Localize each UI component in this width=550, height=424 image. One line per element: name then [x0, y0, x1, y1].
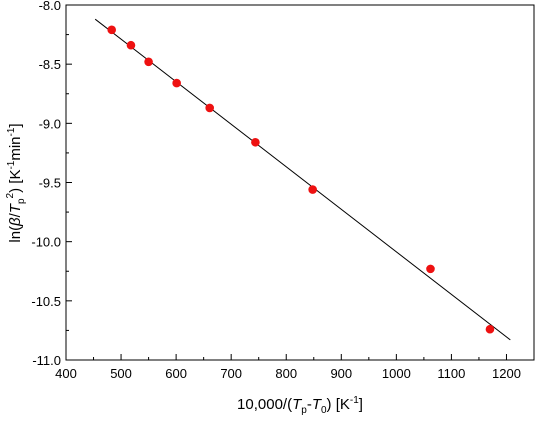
axis-ticks: 400 500 600 700 800 900 1000 1100 1200 -11.0 -10.5… — [31, 0, 521, 381]
data-point — [144, 57, 153, 67]
x-tick-label: 700 — [220, 366, 242, 381]
y-axis-title-unit-open: [K — [7, 170, 24, 188]
data-point — [251, 137, 260, 147]
x-axis-title: 10,000/(Tp-T0) [K-1] — [237, 395, 363, 416]
x-tick-label: 500 — [110, 366, 132, 381]
x-axis-title-var2: T — [312, 396, 323, 413]
data-point — [485, 324, 495, 334]
x-tick-label: 400 — [55, 366, 77, 381]
data-point — [308, 185, 317, 194]
y-axis-title-var: T — [7, 202, 24, 213]
x-tick-label: 1000 — [382, 366, 411, 381]
data-point — [126, 40, 136, 50]
y-axis-title-beta: β — [7, 217, 24, 227]
y-axis-title-sup: 2 — [5, 192, 16, 198]
data-point — [426, 264, 435, 274]
data-point — [205, 103, 215, 113]
x-tick-label: 1100 — [437, 366, 465, 381]
y-axis-title: ln(β/Tp2) [K-1min-1] — [5, 123, 27, 242]
x-axis-title-var1: T — [292, 396, 303, 413]
x-axis-title-prefix: 10,000/( — [237, 396, 292, 413]
x-axis-title-unit-close: ] — [359, 396, 363, 413]
y-axis-title-unit-sup2: -1 — [6, 127, 17, 136]
x-tick-label: 900 — [330, 366, 352, 381]
y-axis-title-unit-close: ] — [7, 123, 24, 127]
x-tick-label: 600 — [165, 366, 187, 381]
y-axis-title-unit-mid: min — [7, 136, 24, 160]
y-tick-label: -8.0 — [39, 0, 61, 13]
y-axis-title-close: ) — [7, 188, 24, 193]
linear-fit-line — [94, 18, 511, 341]
y-axis-title-prefix: ln( — [7, 226, 24, 243]
x-axis-title-sub2: 0 — [321, 405, 327, 416]
data-point — [107, 25, 116, 35]
x-axis-title-sub1: p — [301, 405, 307, 416]
x-tick-label: 800 — [275, 366, 297, 381]
y-tick-label: -9.0 — [39, 116, 61, 131]
y-tick-label: -10.0 — [31, 235, 61, 250]
x-axis-title-unit-open: [K — [332, 396, 350, 413]
y-axis-title-slash: / — [7, 212, 24, 217]
x-axis-title-minus: - — [307, 396, 312, 413]
y-tick-label: -8.5 — [39, 57, 61, 72]
x-axis-title-close: ) — [327, 396, 332, 413]
y-axis-title-sub: p — [16, 198, 27, 204]
y-tick-label: -9.5 — [39, 176, 61, 191]
x-axis-title-unit-sup: -1 — [350, 395, 359, 406]
data-point — [172, 78, 181, 88]
data-points — [107, 25, 495, 334]
fit-line-layer — [94, 18, 511, 341]
y-axis-title-unit-sup1: -1 — [6, 160, 17, 169]
plot-frame — [65, 4, 535, 361]
y-tick-label: -11.0 — [32, 353, 61, 368]
x-tick-label: 1200 — [492, 366, 521, 381]
y-tick-label: -10.5 — [31, 294, 61, 309]
